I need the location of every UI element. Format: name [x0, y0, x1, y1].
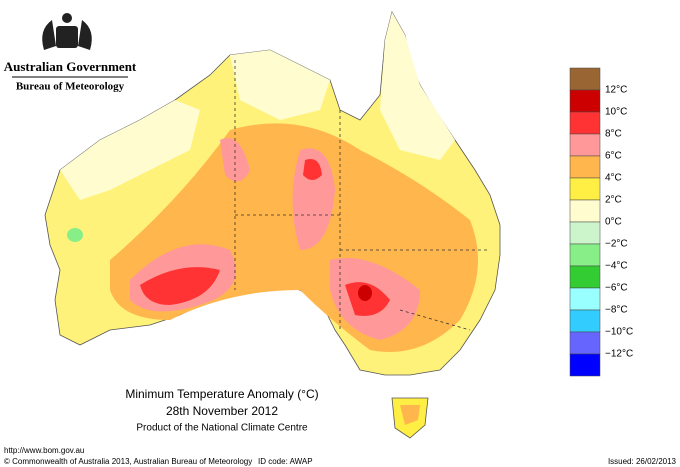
legend-swatch — [569, 177, 601, 201]
legend-swatch — [569, 287, 601, 311]
legend-label: 2°C — [605, 195, 622, 206]
legend-swatch — [569, 133, 601, 157]
legend-swatch — [569, 265, 601, 289]
agency-name: Bureau of Meteorology — [16, 81, 125, 93]
footer-issued: Issued: 26/02/2013 — [608, 457, 677, 466]
legend-swatch — [569, 353, 601, 377]
legend-label: 12°C — [605, 85, 627, 96]
legend-swatch — [569, 243, 601, 267]
footer-copyright: © Commonwealth of Australia 2013, Austra… — [4, 457, 252, 466]
legend-swatch — [569, 89, 601, 113]
legend-label: −12°C — [605, 349, 633, 360]
legend-label: −8°C — [605, 305, 628, 316]
legend-swatch — [569, 111, 601, 135]
legend-label: −6°C — [605, 283, 628, 294]
legend-label: 4°C — [605, 173, 622, 184]
footer-id-code: ID code: AWAP — [258, 457, 313, 466]
legend-swatch — [569, 331, 601, 355]
legend-swatch — [569, 199, 601, 223]
legend-label: 0°C — [605, 217, 622, 228]
map-product: Product of the National Climate Centre — [136, 423, 308, 434]
footer-url: http://www.bom.gov.au — [4, 446, 84, 455]
legend-label: −2°C — [605, 239, 628, 250]
legend-swatch — [569, 309, 601, 333]
legend-label: −4°C — [605, 261, 628, 272]
legend-label: 6°C — [605, 151, 622, 162]
legend-swatch — [569, 155, 601, 179]
legend-label: 10°C — [605, 107, 627, 118]
legend-label: −10°C — [605, 327, 633, 338]
legend-swatch — [569, 221, 601, 245]
map-title: Minimum Temperature Anomaly (°C) — [125, 387, 318, 401]
legend: 12°C 10°C 8°C 6°C 4°C 2°C 0°C −2°C −4°C −6°C −8°C −… — [569, 67, 633, 377]
coat-of-arms — [42, 13, 92, 50]
australia-map — [44, 10, 501, 439]
map-date: 28th November 2012 — [166, 404, 278, 418]
government-name: Australian Government — [4, 59, 137, 74]
legend-label: 8°C — [605, 129, 622, 140]
legend-swatch — [569, 67, 601, 91]
